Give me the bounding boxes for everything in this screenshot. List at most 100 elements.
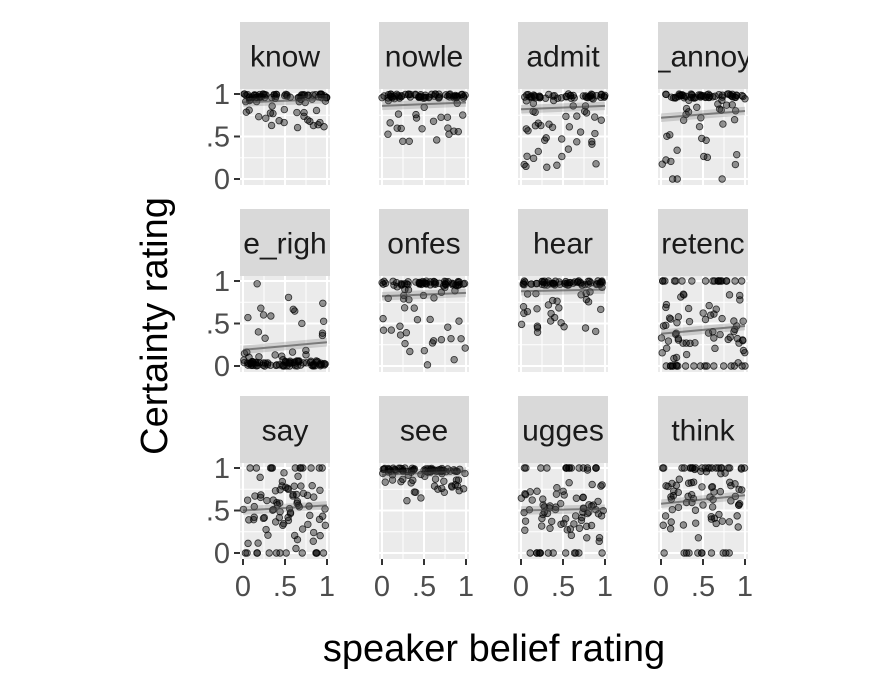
data-point [533, 279, 541, 288]
fit-line [660, 325, 746, 335]
x-tick-label: .5 [691, 571, 715, 603]
facet-panel-7: hear [517, 209, 608, 372]
data-point [386, 119, 394, 127]
data-point [529, 154, 538, 163]
data-point [550, 313, 559, 322]
data-point [409, 476, 417, 485]
data-point [302, 346, 310, 355]
data-point [279, 521, 287, 530]
data-point [537, 121, 545, 130]
data-point [712, 464, 720, 472]
data-point [291, 464, 299, 472]
data-point [388, 92, 396, 101]
data-point [298, 319, 306, 328]
data-point [731, 160, 740, 169]
facet-panel-2: nowle [378, 22, 469, 185]
data-point [597, 482, 605, 490]
data-point [539, 501, 547, 509]
data-point [300, 91, 309, 99]
data-point [523, 307, 532, 316]
data-point [282, 549, 290, 557]
data-point [249, 515, 258, 524]
data-point [698, 549, 706, 557]
data-point [573, 138, 581, 146]
fit-line [242, 341, 328, 351]
data-point [450, 127, 458, 135]
y-tick-label: 1 [214, 266, 230, 298]
data-point [264, 531, 272, 539]
data-point [440, 488, 448, 497]
data-point [281, 357, 290, 366]
data-point [268, 102, 276, 110]
data-point [408, 464, 417, 472]
data-point [669, 491, 678, 500]
data-point [558, 152, 566, 161]
data-point [297, 464, 305, 472]
data-point [733, 150, 741, 159]
data-point [410, 304, 418, 312]
data-point [517, 320, 526, 329]
data-point [734, 501, 743, 509]
x-tick-label: .5 [551, 571, 575, 603]
data-point [557, 94, 566, 102]
data-point [733, 334, 742, 343]
data-point [289, 305, 297, 314]
data-point [250, 513, 258, 521]
x-tick-label: 0 [374, 571, 390, 603]
data-point [440, 477, 448, 485]
facet-panel-8: retenc [657, 209, 749, 372]
data-point [557, 520, 565, 528]
data-point [735, 485, 743, 494]
data-point [282, 90, 290, 99]
data-point [318, 464, 326, 472]
facet-strip-label: admit [526, 41, 600, 74]
data-point [248, 360, 256, 368]
facet-strip [240, 209, 330, 276]
data-point [565, 479, 573, 487]
data-point [719, 362, 728, 370]
data-point [708, 483, 717, 491]
facet-strip-label: retenc [661, 228, 744, 261]
data-point [672, 353, 681, 362]
data-point [555, 278, 563, 286]
data-point [731, 277, 739, 285]
data-point [267, 464, 276, 472]
data-point [666, 525, 675, 533]
x-tick-label: 1 [458, 571, 474, 603]
data-point [667, 315, 675, 323]
data-point [565, 464, 573, 472]
data-point [684, 304, 693, 313]
y-tick-label: 0 [214, 538, 230, 570]
data-point [561, 515, 570, 523]
data-point [533, 487, 541, 495]
data-point [712, 519, 720, 528]
data-point [387, 326, 396, 334]
data-point [577, 516, 586, 525]
data-point [712, 305, 720, 313]
data-point [520, 280, 529, 289]
data-point [674, 313, 683, 321]
data-point [673, 146, 681, 154]
data-point [256, 473, 264, 482]
data-point [537, 464, 545, 472]
data-point [413, 315, 422, 324]
data-point [583, 464, 592, 472]
facet-strip [379, 22, 469, 89]
data-point [662, 344, 671, 352]
data-point [252, 464, 261, 472]
fit-line [242, 504, 328, 512]
data-point [703, 362, 711, 370]
data-point [447, 334, 455, 343]
data-point [538, 514, 546, 523]
data-point [588, 137, 596, 146]
data-point [661, 512, 670, 520]
data-point [450, 355, 458, 364]
data-point [661, 277, 669, 285]
fit-line [660, 110, 746, 119]
data-point [555, 304, 563, 312]
facet-panel-3: admit [518, 22, 609, 185]
data-point [682, 339, 690, 347]
data-point [444, 323, 452, 331]
data-point [275, 513, 284, 522]
